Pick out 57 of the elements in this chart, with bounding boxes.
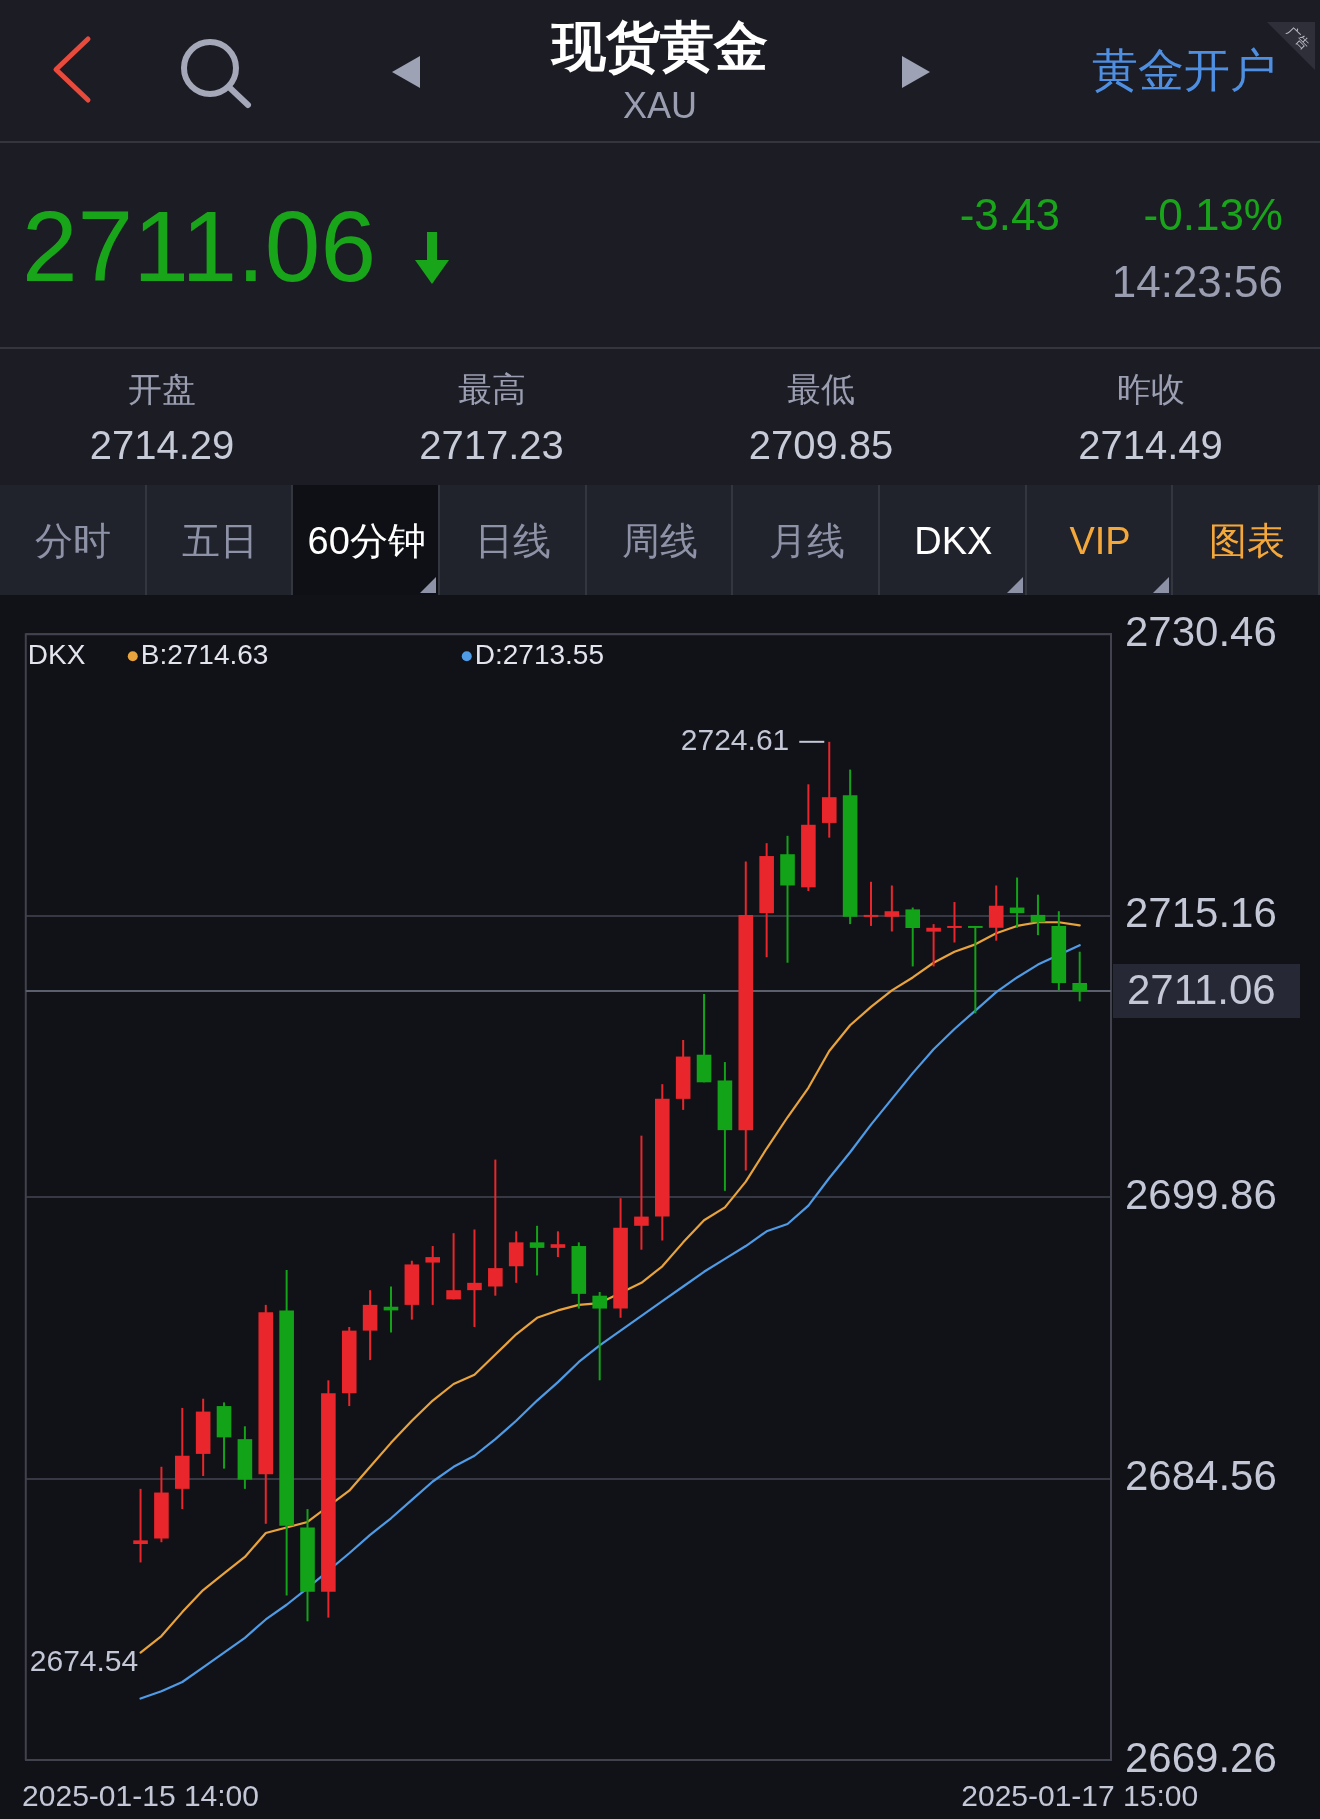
text: 五日 bbox=[182, 520, 258, 562]
ref-line-label: 2711.06 bbox=[1127, 965, 1276, 1013]
text: -3.43 bbox=[959, 190, 1060, 239]
y-tick-label: 2715.16 bbox=[1125, 889, 1277, 937]
candlestick bbox=[425, 1245, 441, 1306]
candlestick bbox=[488, 1158, 503, 1297]
candlestick bbox=[529, 1224, 545, 1277]
text: 14:23:56 bbox=[1111, 257, 1283, 306]
candlestick bbox=[968, 924, 983, 1015]
y-tick-label: 2730.46 bbox=[1125, 607, 1277, 655]
x-tick-label: 2025-01-17 15:00 bbox=[961, 1779, 1199, 1813]
text: 黄金开户 bbox=[1092, 44, 1276, 96]
text: 分时 bbox=[35, 520, 112, 562]
candlestick bbox=[1072, 950, 1087, 1003]
chart-subtitle: XAU bbox=[622, 85, 698, 126]
candlestick bbox=[988, 884, 1004, 942]
candlestick bbox=[884, 884, 900, 933]
text: DKX bbox=[914, 520, 993, 562]
text: 2714.49 bbox=[1078, 423, 1223, 467]
text: 周线 bbox=[622, 520, 698, 562]
y-tick-label: 2699.86 bbox=[1125, 1170, 1277, 1218]
text: 最高 bbox=[457, 370, 526, 408]
candlestick bbox=[446, 1232, 461, 1301]
y-tick-label: 2684.56 bbox=[1125, 1452, 1277, 1500]
legend-title: DKX bbox=[27, 638, 86, 670]
candlestick bbox=[905, 906, 921, 968]
text: 2709.85 bbox=[748, 423, 894, 467]
candlestick bbox=[926, 923, 941, 968]
candlestick bbox=[863, 880, 879, 927]
candlestick bbox=[508, 1230, 524, 1284]
text: 昨收 bbox=[1116, 370, 1185, 408]
x-tick-label: 2025-01-15 14:00 bbox=[22, 1779, 259, 1813]
text: 2711.06 bbox=[22, 190, 377, 302]
text: -0.13% bbox=[1143, 190, 1283, 239]
legend-label: B:2714.63 bbox=[140, 638, 269, 670]
text: 广告 bbox=[1283, 23, 1313, 53]
candlestick bbox=[634, 1134, 649, 1251]
chart-title: 现货黄金 bbox=[552, 16, 768, 76]
candlestick bbox=[592, 1291, 607, 1382]
candlestick bbox=[947, 901, 962, 944]
text: 60分钟 bbox=[307, 520, 426, 562]
annotation: 2674.54 bbox=[29, 1644, 139, 1678]
text: 开盘 bbox=[128, 370, 196, 408]
candlestick bbox=[467, 1228, 482, 1328]
candlestick bbox=[1030, 893, 1046, 937]
text: 日线 bbox=[475, 520, 552, 562]
y-tick-label: 2669.26 bbox=[1125, 1733, 1277, 1781]
annotation: 2724.61 bbox=[680, 723, 790, 757]
candlestick bbox=[133, 1487, 148, 1564]
text: 月线 bbox=[768, 520, 845, 562]
text: 最低 bbox=[787, 370, 855, 408]
candlestick bbox=[550, 1230, 566, 1259]
text: 2714.29 bbox=[89, 423, 235, 467]
text: 2717.23 bbox=[419, 423, 564, 467]
legend-label: D:2713.55 bbox=[474, 638, 604, 670]
text: 图表 bbox=[1208, 520, 1285, 562]
text: VIP bbox=[1069, 520, 1131, 562]
